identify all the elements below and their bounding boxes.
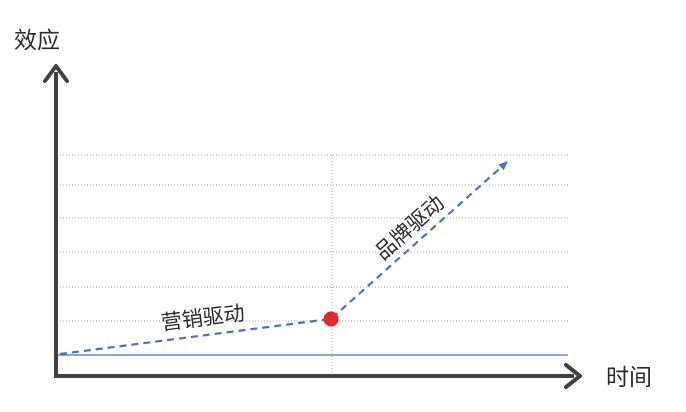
x-axis-arrowhead: [564, 363, 582, 389]
x-axis-label: 时间: [606, 365, 652, 391]
y-axis-label: 效应: [14, 28, 60, 54]
brand-label: 品牌驱动: [370, 191, 448, 265]
brand-trend-line: [331, 161, 508, 319]
marketing-label: 营销驱动: [160, 301, 246, 335]
gridlines: [57, 154, 568, 322]
y-axis-arrowhead: [43, 64, 69, 83]
turning-point-dot: [323, 311, 339, 327]
marketing-trend-line: [59, 317, 331, 356]
